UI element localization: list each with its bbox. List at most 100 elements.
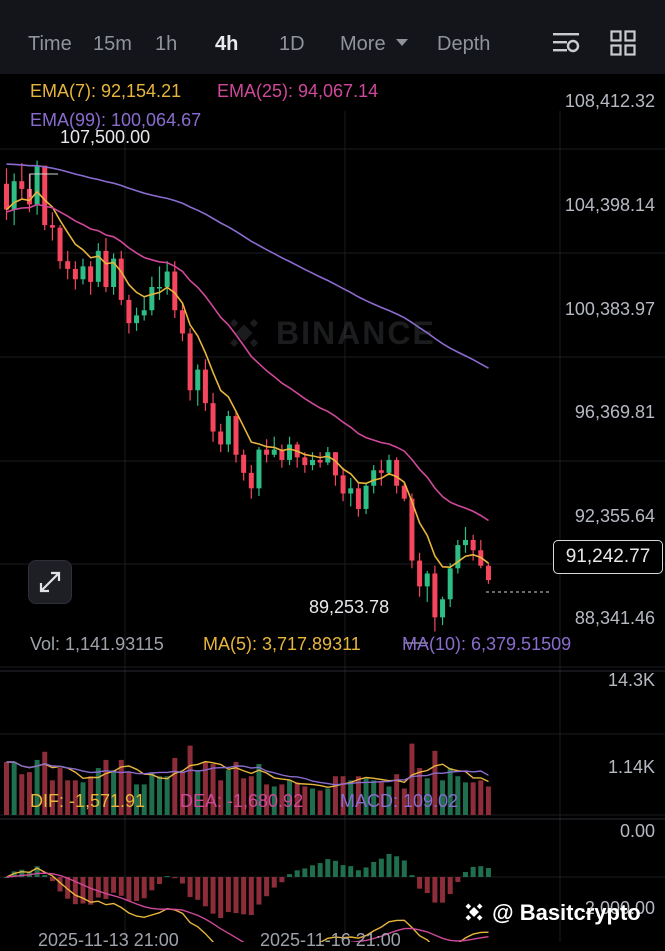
volume-bar (103, 759, 109, 815)
tab-more-label: More (340, 33, 386, 55)
macd-histogram-bar (225, 877, 231, 913)
macd-histogram-bar (440, 877, 446, 903)
candle-body (134, 315, 140, 324)
macd-histogram-bar (417, 877, 423, 889)
high-price-marker: 107,500.00 (60, 127, 151, 147)
candle-body (218, 431, 224, 445)
macd-histogram-bar (463, 872, 468, 877)
candle-body (317, 459, 323, 463)
tab-4h[interactable]: 4h (215, 33, 239, 55)
volume-bar (386, 786, 392, 815)
macd-histogram-bar (4, 877, 9, 878)
candle-body (394, 459, 400, 486)
candle-body (111, 258, 117, 288)
macd-layer (4, 853, 491, 942)
tab-1d[interactable]: 1D (279, 33, 305, 55)
volume-bar (348, 780, 354, 815)
time-axis-label: 2025-11-13 21:00 (38, 930, 179, 950)
macd-histogram-bar (401, 860, 407, 877)
volume-bar (310, 788, 315, 815)
volume-bar (432, 750, 438, 815)
volume-bar (294, 782, 300, 815)
macd-dea-line (6, 872, 489, 942)
macd-histogram-bar (126, 877, 132, 902)
tab-time[interactable]: Time (28, 33, 72, 55)
macd-histogram-bar (340, 865, 346, 877)
macd-histogram-bar (378, 858, 384, 877)
candle-body (401, 485, 407, 499)
macd-histogram-bar (310, 865, 315, 877)
macd-dea-label: DEA: -1,680.92 (180, 791, 304, 811)
ema25-line (6, 203, 489, 522)
volume-bar (463, 782, 468, 815)
tab-1h[interactable]: 1h (155, 33, 178, 55)
candle-body (195, 369, 201, 391)
candle-body (371, 470, 377, 486)
volume-bar (241, 778, 247, 815)
ema7-line (5, 190, 489, 569)
candle-body (157, 287, 162, 289)
macd-histogram-bar (95, 877, 101, 898)
candle-body (126, 299, 132, 324)
candle-body (149, 287, 155, 311)
volume-bar (424, 778, 430, 815)
indicator-settings-icon[interactable] (552, 30, 580, 56)
macd-value-label: MACD: 109.02 (340, 791, 459, 811)
candle-body (233, 416, 239, 455)
volume-bar (225, 770, 231, 815)
candle-body (42, 165, 48, 226)
volume-bar (187, 745, 193, 815)
macd-histogram-bar (279, 877, 285, 883)
volume-bar (111, 770, 117, 815)
ema7-label: EMA(7): 92,154.21 (30, 81, 182, 101)
macd-axis-label: 0.00 (619, 821, 655, 841)
macd-histogram-bar (49, 877, 55, 882)
volume-bar (34, 759, 40, 815)
macd-histogram-bar (455, 877, 461, 883)
macd-histogram-bar (157, 877, 162, 885)
chart-canvas[interactable] (0, 74, 665, 942)
candle-body (463, 539, 468, 546)
grid-lines (0, 111, 665, 942)
macd-histogram-bar (103, 877, 109, 899)
macd-histogram-bar (248, 877, 254, 916)
volume-bar (164, 776, 170, 815)
binance-logo-icon (229, 318, 259, 348)
volume-bar (455, 776, 461, 815)
caret-down-icon (396, 39, 409, 46)
binance-watermark: BINANCE (222, 311, 450, 355)
candles-layer (4, 160, 491, 632)
candle-body (95, 250, 101, 282)
volume-bar (447, 768, 453, 815)
tab-more[interactable]: More (340, 33, 409, 56)
ema99-label: EMA(99): 100,064.67 (30, 110, 202, 130)
macd-histogram-bar (371, 861, 377, 877)
macd-histogram-bar (72, 877, 78, 905)
volume-bar (417, 768, 423, 815)
macd-histogram-bar (164, 876, 170, 878)
candle-body (4, 183, 9, 210)
macd-histogram-bar (424, 877, 430, 894)
candle-body (141, 310, 147, 316)
volume-axis-label: 1.14K (607, 757, 655, 777)
macd-histogram-bar (141, 877, 147, 899)
volume-bar (478, 780, 484, 815)
candle-body (325, 452, 331, 463)
tab-15m[interactable]: 15m (93, 33, 132, 55)
candle-body (11, 181, 17, 210)
volume-bar (264, 784, 270, 815)
volume-bar (65, 780, 71, 815)
macd-histogram-bar (42, 874, 48, 877)
macd-histogram-bar (80, 877, 86, 904)
macd-histogram-bar (363, 867, 369, 877)
layout-grid-icon[interactable] (610, 30, 636, 56)
volume-bar (302, 786, 308, 815)
tab-depth[interactable]: Depth (437, 33, 491, 55)
fullscreen-button[interactable] (28, 560, 72, 604)
candle-body (72, 268, 78, 280)
price-axis-label: 88,341.46 (574, 608, 655, 628)
volume-bar (470, 782, 476, 815)
candle-body (103, 250, 109, 288)
candle-body (432, 573, 438, 618)
macd-histogram-bar (149, 877, 155, 891)
